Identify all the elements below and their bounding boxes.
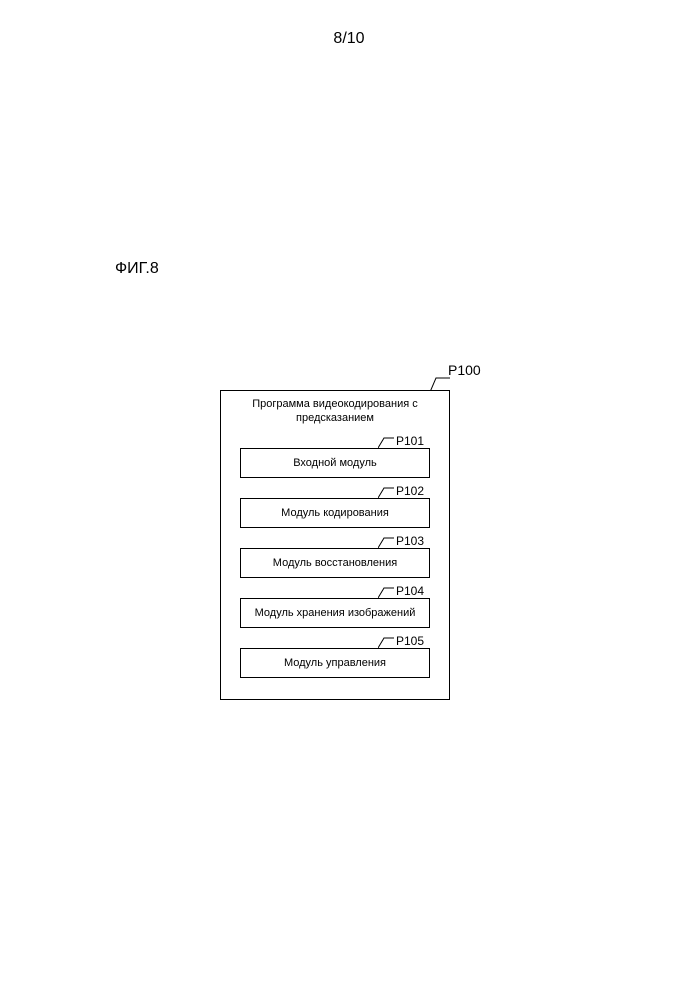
- module-ref-leader: [378, 586, 396, 600]
- module-row: P101Входной модуль: [240, 448, 430, 478]
- program-container: Программа видеокодирования с предсказани…: [220, 390, 450, 700]
- module-row: P104Модуль хранения изображений: [240, 598, 430, 628]
- figure-label: ФИГ.8: [115, 260, 159, 278]
- module-ref-label: P103: [396, 534, 424, 548]
- module-ref-label: P102: [396, 484, 424, 498]
- module-row: P105Модуль управления: [240, 648, 430, 678]
- module-ref-label: P105: [396, 634, 424, 648]
- module-box: Модуль восстановления: [240, 548, 430, 578]
- container-title: Программа видеокодирования с предсказани…: [221, 391, 449, 434]
- module-ref-leader: [378, 536, 396, 550]
- page-number: 8/10: [0, 30, 698, 48]
- container-ref-label: P100: [448, 362, 481, 378]
- module-box: Модуль хранения изображений: [240, 598, 430, 628]
- container-title-line1: Программа видеокодирования с: [252, 398, 418, 410]
- module-ref-leader: [378, 636, 396, 650]
- module-ref-leader: [378, 486, 396, 500]
- module-box: Модуль кодирования: [240, 498, 430, 528]
- module-row: P103Модуль восстановления: [240, 548, 430, 578]
- module-box: Входной модуль: [240, 448, 430, 478]
- container-title-line2: предсказанием: [296, 412, 374, 424]
- module-row: P102Модуль кодирования: [240, 498, 430, 528]
- module-box: Модуль управления: [240, 648, 430, 678]
- module-ref-leader: [378, 436, 396, 450]
- modules-list: P101Входной модуль P102Модуль кодирования…: [221, 448, 449, 678]
- module-ref-label: P104: [396, 584, 424, 598]
- module-ref-label: P101: [396, 434, 424, 448]
